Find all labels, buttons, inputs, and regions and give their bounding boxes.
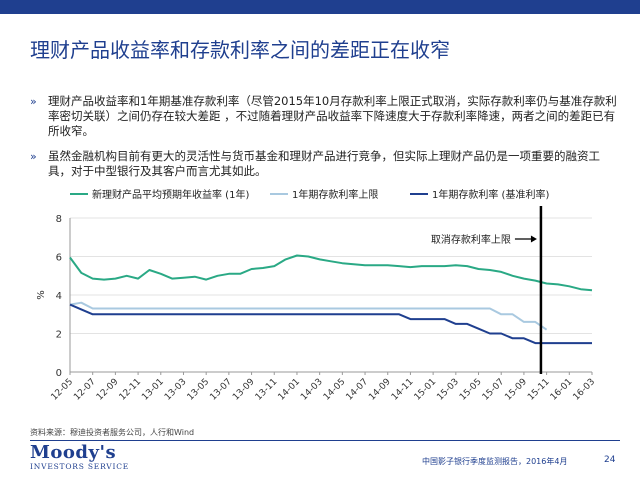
bullet-item: » 虽然金融机构目前有更大的灵活性与货币基金和理财产品进行竞争，但实际上理财产品… [30,149,620,179]
x-tick-label: 12-07 [72,377,98,403]
series-line-benchmark-rate [69,303,592,345]
report-footer: 中国影子银行季度监测报告，2016年4月 [422,457,568,466]
annotation-arrow-head [530,235,537,243]
line-chart: 02468%12-0512-0712-0912-1113-0113-0313-0… [36,206,598,403]
legend-item-deposit-cap: 1年期存款利率上限 [270,186,378,201]
legend-label: 1年期存款利率 (基准利率) [432,190,550,201]
x-tick-label: 14-03 [299,377,325,403]
x-tick-label: 12-11 [118,377,144,403]
legend-item-wmp-yield: 新理财产品平均预期年收益率 (1年) [70,186,249,201]
x-tick-label: 15-05 [458,377,484,403]
y-tick-label: 4 [56,291,62,302]
bullet-marker: » [30,95,37,108]
legend-label: 1年期存款利率上限 [292,190,379,201]
x-tick-label: 15-03 [435,377,461,403]
page-number: 24 [604,455,616,465]
bullet-text: 理财产品收益率和1年期基准存款利率（尽管2015年10月存款利率上限正式取消，实… [48,94,617,138]
legend-swatch [270,192,288,195]
x-tick-label: 12-09 [95,377,121,403]
x-tick-label: 15-07 [481,377,507,403]
series-line-wmp-yield [69,254,593,292]
x-tick-label: 15-01 [413,377,439,403]
x-tick-label: 14-11 [390,377,416,403]
x-tick-label: 16-03 [572,377,598,403]
bullet-item: » 理财产品收益率和1年期基准存款利率（尽管2015年10月存款利率上限正式取消… [30,94,620,139]
x-tick-label: 14-01 [277,377,303,403]
bullet-text: 虽然金融机构目前有更大的灵活性与货币基金和理财产品进行竞争，但实际上理财产品仍是… [48,149,600,178]
source-note: 资料来源：穆迪投资者服务公司，人行和Wind [30,428,195,437]
legend-swatch [410,192,428,195]
x-tick-label: 13-09 [231,377,257,403]
logo-subtitle: INVESTORS SERVICE [30,462,130,471]
page-title: 理财产品收益率和存款利率之间的差距正在收窄 [30,38,450,62]
legend-label: 新理财产品平均预期年收益率 (1年) [92,190,250,201]
logo-wordmark: Moody's [30,442,117,463]
x-tick-label: 14-05 [322,377,348,403]
x-tick-label: 16-01 [549,377,575,403]
series-line-deposit-cap [69,301,548,331]
bullet-list: » 理财产品收益率和1年期基准存款利率（尽管2015年10月存款利率上限正式取消… [30,94,620,189]
x-tick-label: 13-03 [163,377,189,403]
y-tick-label: 2 [56,330,62,341]
bullet-marker: » [30,150,37,163]
legend-swatch [70,192,88,195]
moodys-logo: Moody's INVESTORS SERVICE [30,442,130,472]
x-tick-label: 13-01 [140,377,166,403]
x-tick-label: 14-09 [367,377,393,403]
y-tick-label: 6 [56,253,62,264]
x-tick-label: 15-11 [526,377,552,403]
annotation-label: 取消存款利率上限 [431,233,511,246]
x-tick-label: 13-07 [208,377,234,403]
x-tick-label: 12-05 [50,377,76,403]
x-tick-label: 14-07 [345,377,371,403]
y-axis-label: % [36,290,47,300]
y-tick-label: 0 [56,368,62,379]
x-tick-label: 13-05 [186,377,212,403]
legend-item-benchmark-rate: 1年期存款利率 (基准利率) [410,186,549,201]
top-banner [0,0,640,14]
footer-divider [30,440,620,441]
x-tick-label: 13-11 [254,377,280,403]
x-tick-label: 15-09 [503,377,529,403]
y-tick-label: 8 [56,214,62,225]
